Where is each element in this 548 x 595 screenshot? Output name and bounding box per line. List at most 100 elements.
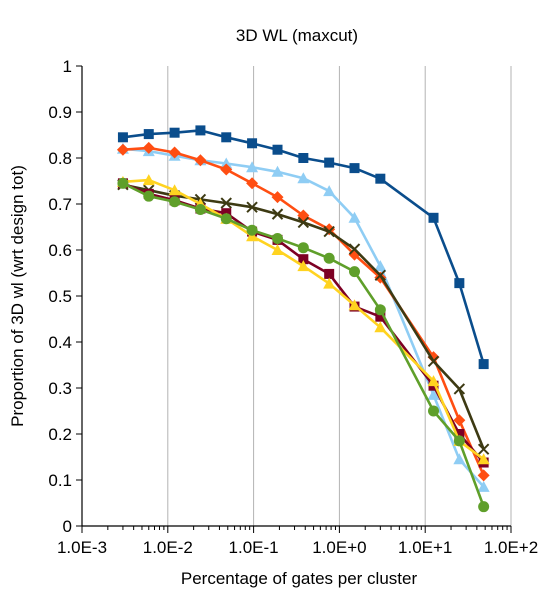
data-point xyxy=(453,453,466,465)
data-point-stroke xyxy=(348,243,361,255)
x-tick-label: 1.0E+2 xyxy=(484,538,538,557)
data-point xyxy=(272,144,283,155)
data-point xyxy=(374,269,387,282)
y-tick-label: 0 xyxy=(63,517,72,536)
data-point xyxy=(323,277,336,289)
data-point xyxy=(220,163,233,176)
tick-labels: 0 0.1 0.2 0.3 0.4 0.5 0.6 0.7 0.8 0.9 1 1.0E-3 1.0E-… xyxy=(48,57,538,557)
series-line xyxy=(122,182,485,508)
data-point xyxy=(478,359,489,370)
data-point xyxy=(195,125,206,136)
data-point xyxy=(477,443,490,455)
data-point xyxy=(117,132,128,143)
data-point xyxy=(454,429,465,439)
data-point xyxy=(194,154,207,167)
y-tick-label: 0.6 xyxy=(48,241,72,260)
data-point xyxy=(453,414,466,427)
data-point xyxy=(323,185,336,197)
data-point xyxy=(323,252,335,264)
data-point xyxy=(297,172,310,184)
data-point xyxy=(169,127,180,138)
data-point xyxy=(375,311,386,322)
y-tick-label: 1 xyxy=(63,57,72,76)
data-point xyxy=(143,129,154,140)
y-tick-label: 0.3 xyxy=(48,379,72,398)
data-point xyxy=(477,453,490,465)
data-point xyxy=(428,212,439,223)
data-point xyxy=(220,197,232,209)
data-point-stroke xyxy=(453,383,466,395)
series-7 xyxy=(117,177,490,513)
data-point-stroke xyxy=(297,216,310,229)
data-point xyxy=(428,405,440,417)
data-point xyxy=(271,244,284,255)
data-point xyxy=(142,174,155,186)
y-axis-label: Proportion of 3D wl (wrt design tot) xyxy=(8,165,27,427)
data-point xyxy=(453,383,466,395)
data-point xyxy=(298,153,309,163)
data-point-stroke xyxy=(246,201,258,213)
y-tick-label: 0.8 xyxy=(48,149,72,168)
data-point xyxy=(246,224,258,236)
y-tick-label: 0.9 xyxy=(48,103,72,122)
x-tick-label: 1.0E+0 xyxy=(312,538,366,557)
data-point xyxy=(194,204,206,216)
data-point xyxy=(246,161,259,173)
data-point xyxy=(477,469,490,482)
data-point xyxy=(297,242,309,254)
axes xyxy=(76,65,512,533)
data-point xyxy=(247,138,258,149)
data-point xyxy=(374,321,387,333)
data-point xyxy=(142,141,155,154)
data-point xyxy=(324,268,335,279)
data-point xyxy=(348,211,361,223)
data-point xyxy=(427,355,440,368)
y-tick-label: 0.4 xyxy=(48,333,72,352)
data-point xyxy=(348,243,361,255)
data-point xyxy=(117,177,129,189)
data-point-stroke xyxy=(271,208,284,220)
data-point xyxy=(271,191,284,204)
data-point-stroke xyxy=(374,269,387,282)
data-point xyxy=(324,157,335,168)
data-point xyxy=(374,260,387,272)
x-tick-label: 1.0E-2 xyxy=(143,538,193,557)
data-point xyxy=(477,480,490,492)
x-tick-label: 1.0E-3 xyxy=(57,538,107,557)
y-tick-label: 0.2 xyxy=(48,425,72,444)
series-1 xyxy=(117,125,489,370)
data-point xyxy=(220,157,233,169)
data-point xyxy=(168,184,181,196)
x-axis-label: Percentage of gates per cluster xyxy=(181,569,418,588)
data-point-stroke xyxy=(427,355,440,368)
data-point xyxy=(427,375,440,387)
data-point xyxy=(427,388,440,400)
data-point xyxy=(169,196,181,208)
data-point xyxy=(323,225,335,238)
data-point xyxy=(348,299,361,311)
data-point xyxy=(454,278,465,289)
series-line xyxy=(122,182,485,464)
data-point xyxy=(453,435,465,447)
chart-title: 3D WL (maxcut) xyxy=(236,26,358,45)
series-group xyxy=(116,125,490,513)
y-tick-label: 0.7 xyxy=(48,195,72,214)
x-tick-label: 1.0E+1 xyxy=(398,538,452,557)
data-point xyxy=(271,208,284,220)
data-point xyxy=(221,132,232,143)
data-point xyxy=(374,304,386,316)
data-point xyxy=(168,146,181,159)
data-point-stroke xyxy=(477,443,490,455)
data-point xyxy=(478,501,490,513)
data-point xyxy=(272,233,284,244)
data-point xyxy=(246,177,259,190)
data-point xyxy=(349,266,361,278)
data-point xyxy=(271,165,284,177)
y-tick-label: 0.1 xyxy=(48,471,72,490)
data-point xyxy=(375,173,386,184)
data-point xyxy=(349,163,360,174)
data-point xyxy=(297,260,310,272)
x-tick-label: 1.0E-1 xyxy=(229,538,279,557)
data-point xyxy=(246,201,258,213)
